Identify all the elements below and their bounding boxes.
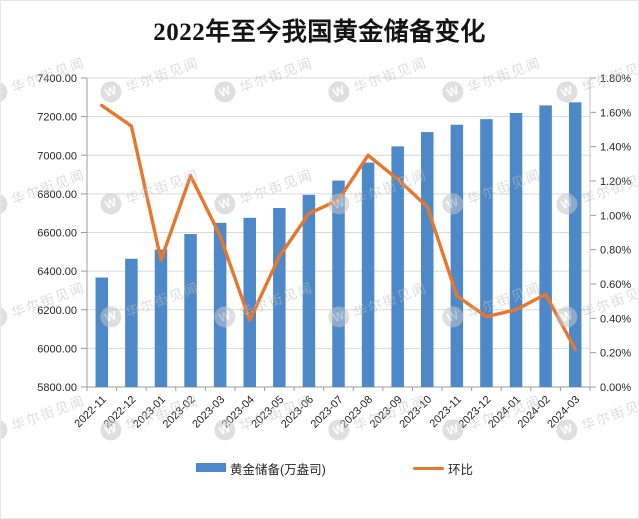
right-axis-tick-label: 1.00% bbox=[600, 210, 631, 222]
bar-2023-11 bbox=[450, 124, 464, 387]
x-axis-label: 2024-03 bbox=[545, 394, 582, 431]
bar-2023-08 bbox=[361, 162, 375, 387]
right-axis-tick-label: 1.80% bbox=[600, 73, 631, 85]
bar-2023-05 bbox=[273, 207, 286, 387]
left-axis-tick-label: 7400.00 bbox=[37, 73, 77, 85]
bar-2022-12 bbox=[125, 258, 138, 387]
bar-2023-10 bbox=[421, 132, 434, 387]
left-axis-tick-label: 6600.00 bbox=[37, 228, 77, 240]
bar-2022-11 bbox=[95, 277, 109, 387]
left-axis-tick-label: 6200.00 bbox=[37, 305, 77, 317]
right-axis-tick-label: 1.40% bbox=[600, 142, 631, 154]
left-axis-tick-label: 5800.00 bbox=[37, 382, 77, 394]
left-axis-tick-label: 7200.00 bbox=[37, 112, 77, 124]
x-axis-label: 2023-10 bbox=[397, 394, 434, 431]
chart-title: 2022年至今我国黄金储备变化 bbox=[153, 19, 486, 46]
bar-2023-02 bbox=[184, 234, 197, 387]
bar-2023-12 bbox=[480, 119, 493, 388]
bar-2023-01 bbox=[154, 249, 168, 387]
right-axis-tick-label: 1.20% bbox=[600, 176, 631, 188]
right-axis-tick-label: 1.60% bbox=[600, 107, 631, 119]
bar-2024-02 bbox=[539, 105, 552, 387]
right-axis-tick-label: 0.80% bbox=[600, 245, 631, 257]
left-axis-tick-label: 6400.00 bbox=[37, 266, 77, 278]
left-axis-tick-label: 6800.00 bbox=[37, 189, 77, 201]
right-axis-tick-label: 0.60% bbox=[600, 279, 631, 291]
bar-2023-07 bbox=[332, 180, 345, 387]
right-axis-tick-label: 0.40% bbox=[600, 313, 631, 325]
bar-2023-04 bbox=[243, 217, 256, 387]
right-axis-tick-label: 0.20% bbox=[600, 348, 631, 360]
bar-2023-09 bbox=[391, 146, 404, 387]
left-axis-tick-label: 7000.00 bbox=[37, 150, 77, 162]
bar-2024-01 bbox=[509, 112, 523, 387]
left-axis-tick-label: 6000.00 bbox=[37, 343, 77, 355]
right-axis-tick-label: 0.00% bbox=[600, 382, 631, 394]
bar-2023-06 bbox=[302, 194, 316, 387]
